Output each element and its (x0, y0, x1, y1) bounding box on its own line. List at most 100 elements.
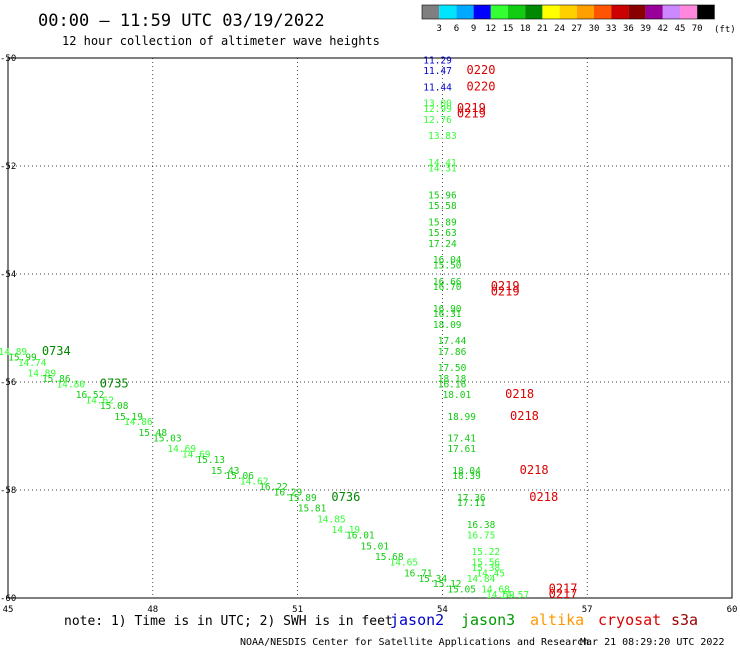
wave-height-label: 17.11 (457, 498, 486, 509)
pass-time-label: 0218 (520, 463, 549, 477)
wave-height-label: 15.43 (211, 466, 240, 477)
wave-height-label: 15.99 (8, 352, 37, 363)
wave-height-label: 15.03 (153, 433, 182, 444)
wave-height-label: 15.89 (428, 217, 457, 228)
pass-time-label: 0734 (42, 344, 71, 358)
color-scale-swatch (611, 5, 629, 19)
color-scale-label: 18 (520, 24, 531, 34)
color-scale-label: 21 (537, 24, 548, 34)
x-axis-ticks: 45 48 51 54 57 60 (3, 605, 738, 615)
y-tick-label: -50 (0, 54, 16, 64)
color-scale-swatch (680, 5, 698, 19)
pass-time-label: 0736 (331, 490, 360, 504)
pass-time-label: 0219 (491, 285, 520, 299)
wave-height-label: 14.69 (182, 450, 211, 461)
color-scale-swatch (559, 5, 577, 19)
x-tick-label: 60 (727, 605, 738, 615)
wave-height-label: 16.75 (467, 531, 496, 542)
pass-time-label: 0220 (467, 79, 496, 93)
color-scale-swatch (628, 5, 646, 19)
x-tick-label: 48 (147, 605, 158, 615)
wave-height-label: 14.86 (124, 417, 153, 428)
wave-height-label: 11.29 (423, 55, 452, 66)
wave-height-label: 14.85 (317, 514, 346, 525)
y-axis-ticks: -50 -52 -54 -56 -58 -60 (0, 54, 16, 604)
color-scale-label: 6 (454, 24, 459, 34)
color-scale-label: 24 (554, 24, 565, 34)
color-scale-swatch (422, 5, 440, 19)
wave-height-label: 15.05 (447, 585, 476, 596)
plot-frame (7, 57, 733, 599)
pass-time-label: 0218 (510, 409, 539, 423)
wave-height-label: 17.86 (438, 347, 467, 358)
wave-height-label: 14.31 (428, 163, 457, 174)
color-scale-swatch (490, 5, 508, 19)
pass-time-label: 0219 (457, 106, 486, 120)
wave-height-label: 18.99 (447, 412, 476, 423)
wave-height-label: 16.71 (404, 568, 433, 579)
color-scale-swatch (439, 5, 457, 19)
wave-height-label: 17.61 (447, 444, 476, 455)
color-scale-label: 45 (675, 24, 686, 34)
wave-height-label: 11.47 (423, 66, 452, 77)
satellite-legend-s3a: s3a (671, 611, 698, 629)
color-scale-label: 70 (692, 24, 703, 34)
x-tick-label: 57 (582, 605, 593, 615)
wave-height-label: 15.58 (428, 201, 457, 212)
y-tick-label: -52 (0, 162, 16, 172)
y-tick-label: -58 (0, 486, 16, 496)
color-scale-unit: (ft) (714, 25, 736, 35)
wave-height-label: 16.01 (346, 531, 375, 542)
wave-height-label: 14.65 (389, 558, 418, 569)
color-scale-bar: 3 6 9 12 15 18 21 24 27 30 33 36 39 42 45 70 (421, 4, 715, 34)
color-scale-swatch (456, 5, 474, 19)
pass-time-label: 0220 (467, 63, 496, 77)
color-scale-label: 30 (589, 24, 600, 34)
satellite-legend: jason2 jason3 altika cryosat s3a (390, 611, 698, 629)
footer-timestamp: Mar 21 08:29:20 UTC 2022 (580, 637, 725, 648)
wave-height-label: 16.16 (438, 379, 467, 390)
wave-height-label: 16.70 (433, 282, 462, 293)
wave-height-label: 18.01 (443, 390, 472, 401)
color-scale-swatch (542, 5, 560, 19)
wave-height-label: 15.13 (196, 455, 225, 466)
color-scale-swatch (576, 5, 594, 19)
wave-height-label: 16.38 (467, 520, 496, 531)
y-tick-label: -56 (0, 378, 16, 388)
color-scale-label: 36 (623, 24, 634, 34)
footer-note: note: 1) Time is in UTC; 2) SWH is in fe… (64, 614, 393, 629)
wave-height-label: 15.34 (418, 574, 447, 585)
color-scale-label: 15 (503, 24, 514, 34)
wave-height-label: 13.83 (428, 131, 457, 142)
wave-height-label: 16.04 (433, 255, 462, 266)
wave-height-label: 17.44 (438, 336, 467, 347)
wave-height-label: 14.59 (486, 590, 515, 601)
wave-height-label: 17.41 (447, 433, 476, 444)
wave-height-label: 12.99 (423, 104, 452, 115)
wave-height-label: 14.62 (85, 396, 114, 407)
footer-credit: NOAA/NESDIS Center for Satellite Applica… (240, 637, 589, 648)
color-scale-label: 42 (657, 24, 668, 34)
x-tick-label: 45 (3, 605, 14, 615)
chart-subtitle: 12 hour collection of altimeter wave hei… (62, 34, 380, 48)
wave-height-label: 14.68 (481, 585, 510, 596)
wave-height-label: 16.52 (76, 390, 105, 401)
pass-time-label: 0218 (505, 387, 534, 401)
pass-time-label: 0218 (529, 490, 558, 504)
color-scale-label: 27 (571, 24, 582, 34)
x-tick-label: 51 (292, 605, 303, 615)
wave-height-label: 16.90 (433, 304, 462, 315)
wave-height-label: 15.12 (433, 579, 462, 590)
wave-height-label: 15.86 (42, 374, 71, 385)
color-scale-label: 3 (436, 24, 441, 34)
wave-height-label: 16.29 (274, 487, 303, 498)
wave-height-label: 15.68 (375, 552, 404, 563)
wave-height-label: 15.22 (472, 547, 501, 558)
wave-height-label: 14.62 (240, 477, 269, 488)
chart-title: 00:00 — 11:59 UTC 03/19/2022 (38, 11, 325, 31)
color-scale-label: 12 (485, 24, 496, 34)
grid-lines (8, 58, 732, 598)
wave-height-label: 14.45 (476, 568, 505, 579)
wave-height-label: 18.39 (452, 471, 481, 482)
